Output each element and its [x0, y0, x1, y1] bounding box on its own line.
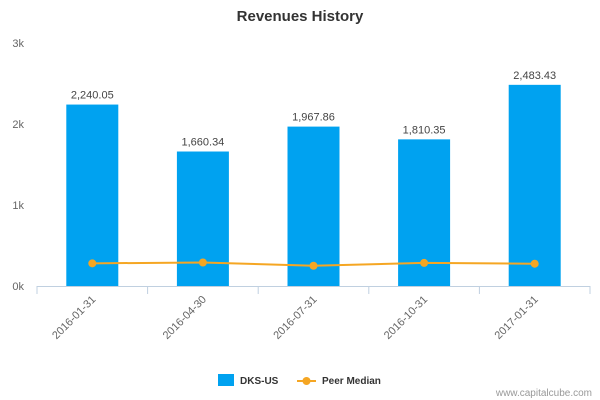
- y-tick-label: 0k: [12, 281, 24, 293]
- x-tick-label: 2016-07-31: [271, 294, 319, 342]
- peer-median-point: [309, 261, 318, 270]
- y-tick-label: 1k: [12, 200, 24, 212]
- data-labels: 2,240.05 1,660.34 1,967.86 1,810.35 2,483.43: [71, 70, 556, 149]
- bar-data-label: 2,483.43: [513, 70, 556, 82]
- chart-title: Revenues History: [237, 8, 364, 25]
- bar-data-label: 2,240.05: [71, 90, 114, 102]
- x-axis: 2016-01-31 2016-04-30 2016-07-31 2016-10-31…: [36, 286, 591, 342]
- legend-swatch-dks-us: [218, 374, 234, 386]
- y-tick-label: 3k: [12, 38, 24, 50]
- peer-median-point: [420, 258, 429, 267]
- y-axis: 0k 1k 2k 3k: [12, 38, 24, 293]
- bar-data-label: 1,660.34: [181, 137, 224, 149]
- bar: [508, 84, 561, 287]
- peer-median-series: [88, 258, 539, 270]
- legend-swatch-peer-median-marker: [302, 377, 311, 385]
- x-tick-label: 2017-01-31: [493, 294, 541, 342]
- peer-median-point: [198, 258, 207, 267]
- peer-median-point: [88, 259, 97, 268]
- legend-label-peer-median: Peer Median: [322, 376, 381, 387]
- x-tick-label: 2016-01-31: [50, 294, 98, 342]
- credit-text: www.capitalcube.com: [495, 388, 592, 399]
- bar-data-label: 1,967.86: [292, 112, 335, 124]
- bar-series: [66, 84, 561, 287]
- x-tick-label: 2016-10-31: [382, 294, 430, 342]
- bar-data-label: 1,810.35: [403, 124, 446, 136]
- bar: [66, 104, 119, 287]
- legend-label-dks-us: DKS-US: [240, 376, 279, 387]
- peer-median-point: [530, 259, 539, 268]
- y-tick-label: 2k: [12, 119, 24, 131]
- bar: [287, 126, 340, 287]
- x-tick-label: 2016-04-30: [161, 294, 209, 342]
- legend: DKS-US Peer Median: [218, 374, 381, 387]
